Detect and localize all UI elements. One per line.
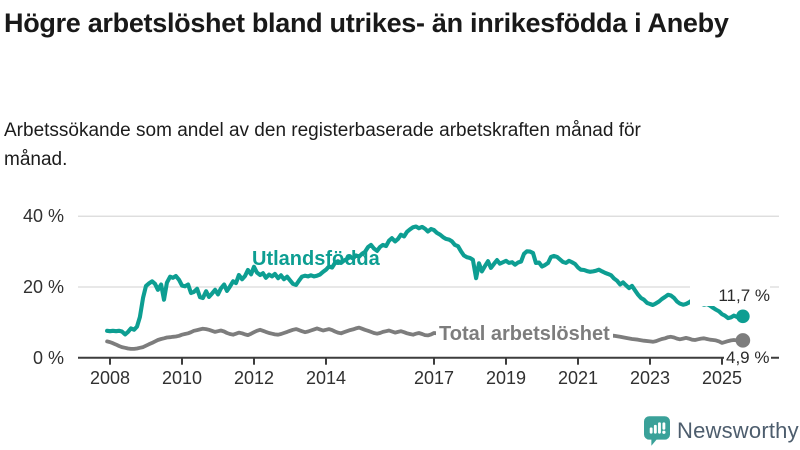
chart-title: Högre arbetslöshet bland utrikes- än inr… [4,8,729,38]
x-axis-label-2023: 2023 [629,368,671,388]
bar-chart-speech-bubble-icon [644,416,670,446]
end-value-label-utlandsfodda: 11,7 % [690,286,770,306]
y-axis-label-20: 20 % [22,277,64,297]
x-axis-label-2008: 2008 [89,368,131,388]
y-axis-label-0: 0 % [32,348,64,368]
x-axis-label-2012: 2012 [233,368,275,388]
x-axis-label-2010: 2010 [161,368,203,388]
x-axis-label-2025: 2025 [701,368,743,388]
series-label-total-arbetsloshet: Total arbetslöshet [436,323,613,346]
newsworthy-wordmark: Newsworthy [677,418,799,443]
y-axis-label-40: 40 % [22,206,64,226]
chart-subtitle: Arbetssökande som andel av den registerb… [4,120,641,170]
x-axis-label-2017: 2017 [413,368,455,388]
end-value-label-total: 4,9 % [724,348,772,368]
x-axis-label-2014: 2014 [305,368,347,388]
x-axis-label-2019: 2019 [485,368,527,388]
series-label-utlandsfodda: Utlandsfödda [252,248,380,270]
newsworthy-logo: Newsworthy [644,416,799,446]
x-axis-label-2021: 2021 [557,368,599,388]
